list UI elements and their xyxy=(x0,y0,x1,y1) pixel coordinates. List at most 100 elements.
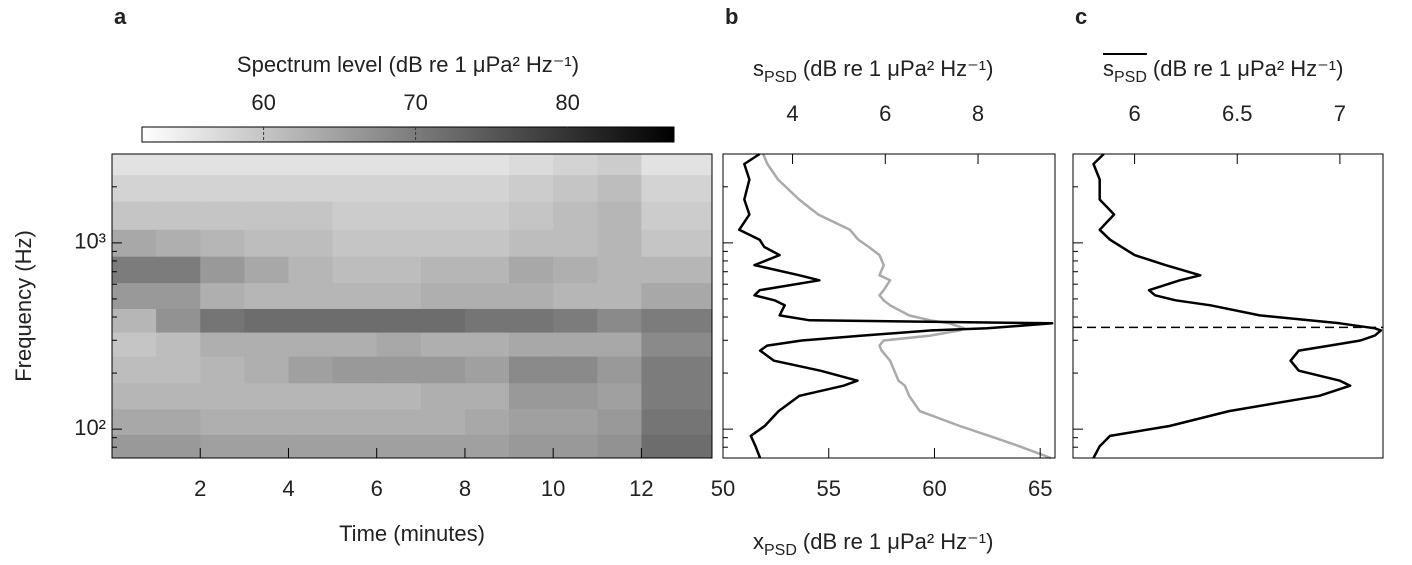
spectrogram-cell xyxy=(509,154,554,176)
spectrogram-cell xyxy=(332,256,378,284)
spectrogram-cell xyxy=(332,356,378,384)
spectrogram-cell xyxy=(288,174,334,202)
spectrogram-cell xyxy=(156,434,201,458)
spectrogram-cell xyxy=(244,282,289,309)
spectrogram-cell xyxy=(332,332,378,357)
spectrogram-cell xyxy=(376,282,422,309)
spectrogram-cell xyxy=(244,174,289,202)
spectrogram-cell xyxy=(641,356,687,384)
spectrogram-cell xyxy=(156,229,201,257)
spectrogram-cell xyxy=(376,256,422,284)
spectrogram-cell xyxy=(641,201,687,230)
spectrogram-cell xyxy=(553,434,598,458)
psd-line xyxy=(737,152,1054,459)
spectrogram-cell xyxy=(553,282,598,309)
spectrogram-cell xyxy=(553,408,598,435)
spectrogram-cell xyxy=(597,382,642,410)
panel-label: c xyxy=(1075,4,1087,29)
spectrogram-cell xyxy=(509,308,554,333)
spectrogram-cell xyxy=(156,174,201,202)
spectrogram-cell xyxy=(420,408,466,435)
x-tick-label: 7 xyxy=(1334,101,1346,126)
y-tick-label: 10² xyxy=(74,415,106,440)
spectrogram-cell xyxy=(288,434,334,458)
spectrogram-cell xyxy=(641,408,687,435)
spectrogram-cell xyxy=(200,229,245,257)
spectrogram-cell xyxy=(464,154,510,176)
spectrogram-cell xyxy=(420,434,466,458)
spectrogram-cell xyxy=(156,201,201,230)
spectrogram-cell xyxy=(597,356,642,384)
x-tick-label: 6 xyxy=(1128,101,1140,126)
spectrogram-cell xyxy=(200,382,245,410)
spectrogram-cell xyxy=(244,201,289,230)
x-tick-label: 8 xyxy=(972,101,984,126)
spectrogram-cell xyxy=(376,408,422,435)
spectrogram-cell xyxy=(641,174,687,202)
spectrogram-cell xyxy=(509,356,554,384)
spectrogram-cell xyxy=(112,308,157,333)
spectrogram-cell xyxy=(685,174,712,202)
x-tick-label: 6.5 xyxy=(1222,101,1253,126)
spectrogram-cell xyxy=(112,174,157,202)
spectrogram-cell xyxy=(420,382,466,410)
spectrogram-cell xyxy=(597,154,642,176)
spectrogram-cell xyxy=(156,332,201,357)
spectrogram-cell xyxy=(156,408,201,435)
spectrogram-cell xyxy=(376,154,422,176)
spectrogram-cell xyxy=(553,229,598,257)
spectrogram-cell xyxy=(509,201,554,230)
label-subscript: PSD xyxy=(764,542,797,559)
spectrogram-cell xyxy=(376,382,422,410)
spectrogram-cell xyxy=(597,332,642,357)
spectrogram-cell xyxy=(200,256,245,284)
spectrogram-cell xyxy=(464,282,510,309)
x-tick-label: 12 xyxy=(629,476,653,501)
spectrogram-cell xyxy=(464,229,510,257)
spectrogram-cell xyxy=(288,332,334,357)
spectrogram-cell xyxy=(553,308,598,333)
spectrogram-cell xyxy=(464,382,510,410)
spectrogram-cell xyxy=(112,434,157,458)
label-unit: (dB re 1 μPa² Hz⁻¹) xyxy=(1153,56,1344,81)
spectrogram-cell xyxy=(685,308,712,333)
axis-label: sPSD (dB re 1 μPa² Hz⁻¹) xyxy=(1103,56,1343,86)
spectrogram-cell xyxy=(288,382,334,410)
spectrogram-cell xyxy=(156,382,201,410)
spectrogram-cell xyxy=(553,201,598,230)
spectrogram-cell xyxy=(244,154,289,176)
spectrogram-cell xyxy=(332,382,378,410)
spectrogram-cell xyxy=(376,332,422,357)
spectrogram-cell xyxy=(288,282,334,309)
label-subscript: PSD xyxy=(764,69,797,86)
spectrogram-cell xyxy=(288,201,334,230)
axis-label: xPSD (dB re 1 μPa² Hz⁻¹) xyxy=(753,529,993,559)
spectrogram-cell xyxy=(244,256,289,284)
spectrogram-cell xyxy=(244,332,289,357)
x-axis-label: Time (minutes) xyxy=(339,521,485,546)
spectrogram-cell xyxy=(376,356,422,384)
spectrogram-cell xyxy=(112,356,157,384)
spectrogram-cell xyxy=(509,229,554,257)
spectrogram-cell xyxy=(464,308,510,333)
spectrogram-cell xyxy=(685,408,712,435)
spectrogram-cell xyxy=(464,201,510,230)
spectrogram-cell xyxy=(509,282,554,309)
spectrogram-cell xyxy=(685,282,712,309)
axes-frame xyxy=(111,153,713,459)
spectrogram-cell xyxy=(509,382,554,410)
spectrogram-cell xyxy=(112,408,157,435)
psd-line xyxy=(762,153,1052,460)
spectrogram-cell xyxy=(420,229,466,257)
panel-label: b xyxy=(725,4,738,29)
spectrogram-cell xyxy=(156,308,201,333)
spectrogram-cell xyxy=(332,154,378,176)
spectrogram-cell xyxy=(464,408,510,435)
spectrogram-cell xyxy=(200,308,245,333)
spectrogram-cell xyxy=(509,408,554,435)
spectrogram-cell xyxy=(156,256,201,284)
y-axis-label: Frequency (Hz) xyxy=(11,230,36,382)
x-tick-label: 6 xyxy=(371,476,383,501)
label-subscript: PSD xyxy=(1114,69,1147,86)
